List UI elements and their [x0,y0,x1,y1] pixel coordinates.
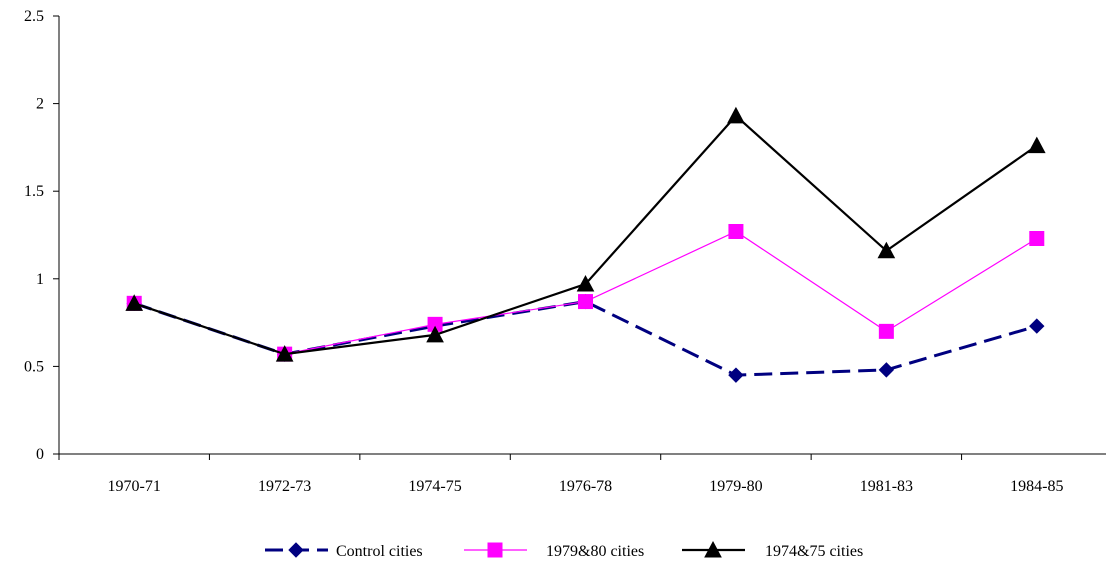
y-tick-label: 2.5 [24,8,44,25]
x-tick-label: 1979-80 [709,478,762,495]
x-tick-label: 1981-83 [860,478,913,495]
legend: Control cities 1979&80 cities 1974&75 citi… [265,540,863,560]
series-2 [126,223,1045,362]
legend-label: 1979&80 cities [546,543,644,560]
legend-swatch-marker [704,540,722,558]
x-tick-label: 1976-78 [559,478,612,495]
axes: 0 0.5 1 1.5 2 2.5 1970-71 1972-73 1974-75 1976-78… [24,8,1106,495]
series-line [133,300,1038,377]
y-tick-label: 0.5 [24,358,44,375]
y-tick-label: 1.5 [24,183,44,200]
data-point [878,362,895,378]
legend-item-1: Control cities [265,542,423,560]
series-3 [125,106,1046,362]
series-line [134,230,1038,355]
data-point [1029,231,1045,247]
data-point [576,274,595,292]
legend-swatch-marker [487,542,503,558]
y-tick-label: 2 [36,96,44,113]
data-point [728,367,744,383]
x-tick-label: 1984-85 [1010,478,1063,495]
data-point [728,223,744,239]
legend-swatch-marker [288,542,304,558]
x-tick-label: 1970-71 [108,478,161,495]
legend-item-2: 1979&80 cities [464,542,644,560]
data-point [578,294,593,310]
y-tick-label: 1 [36,271,44,288]
data-point [1029,318,1045,334]
legend-label: 1974&75 cities [765,543,863,560]
data-point [727,106,745,124]
data-point [878,323,894,339]
data-point [426,325,444,343]
legend-label: Control cities [336,543,423,560]
data-point [125,294,144,311]
data-point [877,241,896,259]
x-tick-label: 1974-75 [408,478,461,495]
series-layer [125,106,1046,383]
data-point [1027,136,1046,154]
series-line [133,114,1038,356]
legend-item-3: 1974&75 cities [682,540,863,560]
x-tick-label: 1972-73 [258,478,311,495]
y-tick-label: 0 [36,446,44,463]
data-point [275,345,294,362]
